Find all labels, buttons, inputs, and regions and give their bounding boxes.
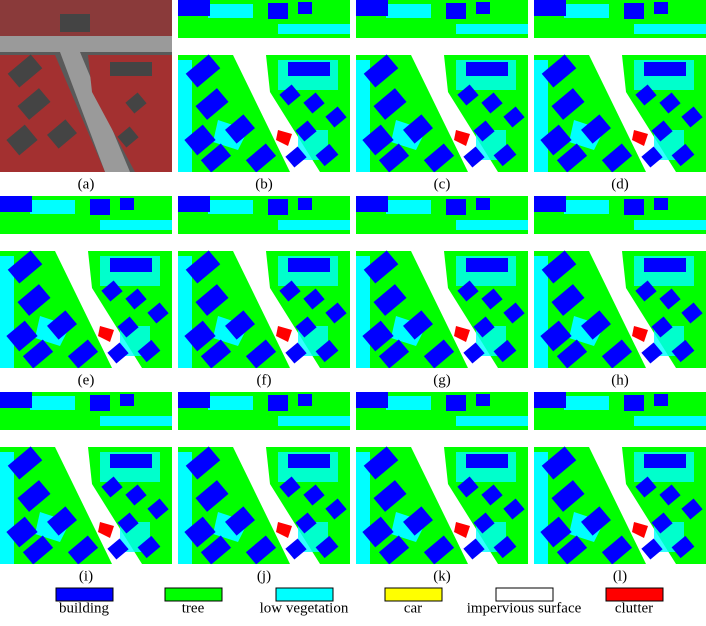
panel-label: (j) <box>257 568 271 584</box>
panel-label: (c) <box>434 176 451 192</box>
segmentation-map <box>356 392 528 564</box>
panel-label: (k) <box>433 568 451 584</box>
legend-swatch <box>275 587 334 602</box>
segmentation-map <box>356 0 528 172</box>
panel-label: (e) <box>78 372 95 388</box>
segmentation-map <box>178 392 350 564</box>
panel-label: (g) <box>433 372 451 388</box>
legend-swatch <box>495 587 554 602</box>
legend-swatch <box>605 587 664 602</box>
segmentation-map <box>178 0 350 172</box>
legend-label: impervious surface <box>467 600 582 616</box>
panel-label: (h) <box>611 372 629 388</box>
panel-label: (i) <box>79 568 93 584</box>
segmentation-map <box>534 196 706 368</box>
panel-label: (d) <box>611 176 629 192</box>
segmentation-map <box>534 0 706 172</box>
segmentation-map <box>0 392 172 564</box>
legend: building tree low vegetation car impervious … <box>55 587 664 616</box>
segmentation-map <box>178 196 350 368</box>
panel-label: (a) <box>78 176 95 192</box>
panel-label: (b) <box>255 176 273 192</box>
legend-swatch <box>164 587 223 602</box>
segmentation-map <box>534 392 706 564</box>
legend-label: tree <box>182 600 205 616</box>
panels: (a) (b) (c) (d) (e) (f) (g) (h) (i) (j) (k) (l) <box>0 0 706 584</box>
legend-swatch <box>55 587 114 602</box>
aerial-image <box>0 0 172 172</box>
legend-label: low vegetation <box>260 600 349 616</box>
segmentation-map <box>356 196 528 368</box>
legend-label: car <box>404 600 422 616</box>
legend-label: clutter <box>615 600 653 616</box>
panel-label: (f) <box>257 372 272 388</box>
legend-label: building <box>59 600 110 616</box>
legend-swatch <box>384 587 443 602</box>
segmentation-map <box>0 196 172 368</box>
panel-label: (l) <box>613 568 627 584</box>
